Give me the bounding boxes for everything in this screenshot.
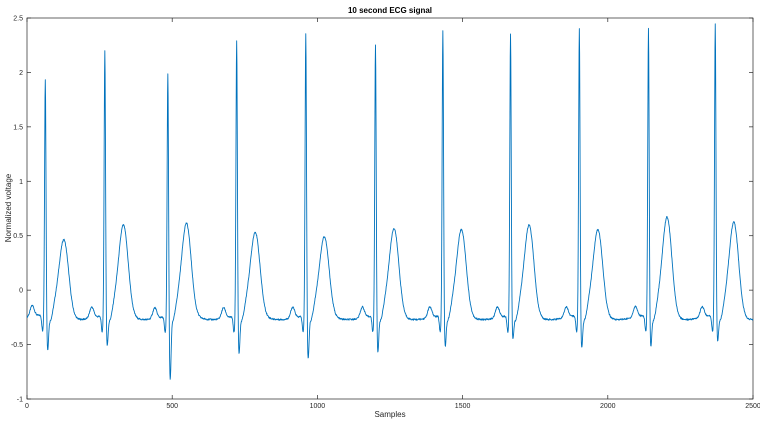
- x-axis-label: Samples: [374, 410, 405, 419]
- y-tick-label: 1.5: [13, 124, 23, 131]
- x-tick-label: 2500: [745, 403, 760, 410]
- ecg-series-line: [27, 23, 753, 380]
- plot-content: [27, 23, 753, 380]
- y-tick-label: 1: [19, 179, 23, 186]
- y-tick-label: 0.5: [13, 233, 23, 240]
- x-tick-label: 1000: [310, 403, 326, 410]
- y-axis: -1 -0.5 0 0.5 1 1.5 2 2.5: [11, 16, 753, 404]
- x-tick-label: 2000: [600, 403, 616, 410]
- y-tick-label: -0.5: [11, 342, 23, 349]
- y-tick-label: 2.5: [13, 16, 23, 23]
- x-tick-label: 1500: [455, 403, 471, 410]
- y-tick-label: 2: [19, 70, 23, 77]
- x-tick-label: 0: [25, 403, 29, 410]
- chart-title: 10 second ECG signal: [348, 6, 432, 15]
- plot-area: [26, 17, 754, 400]
- x-tick-label: 500: [166, 403, 178, 410]
- y-axis-label: Normalized voltage: [4, 173, 13, 242]
- x-axis: 0 500 1000 1500 2000 2500: [25, 18, 760, 410]
- y-tick-label: -1: [17, 397, 23, 404]
- y-tick-label: 0: [19, 288, 23, 295]
